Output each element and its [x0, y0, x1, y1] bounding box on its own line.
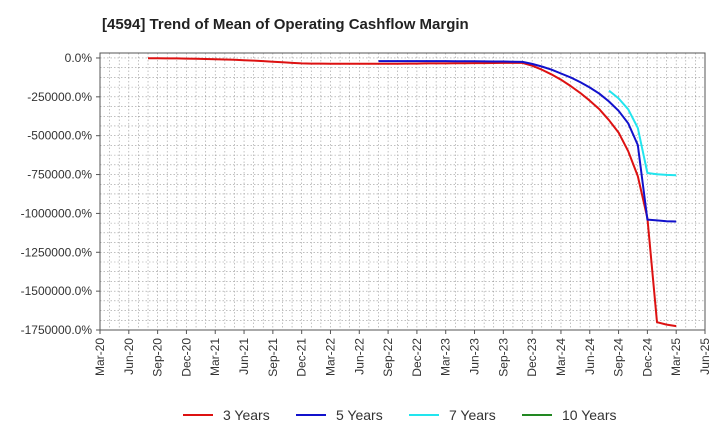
- x-tick-label: Dec-23: [525, 338, 539, 377]
- x-tick-label: Jun-20: [122, 338, 136, 375]
- legend-swatch: [522, 414, 552, 416]
- legend-item-7-years: 7 Years: [409, 404, 496, 426]
- series-line-5-years: [378, 60, 677, 223]
- x-tick-label: Mar-24: [554, 338, 568, 376]
- y-tick-label: -1750000.0%: [21, 323, 93, 337]
- y-tick-label: -1500000.0%: [21, 284, 93, 298]
- y-tick-label: -250000.0%: [27, 90, 92, 104]
- x-tick-label: Dec-22: [410, 338, 424, 377]
- y-tick-label: -500000.0%: [27, 129, 92, 143]
- plot-area: [100, 53, 705, 330]
- x-tick-label: Mar-22: [323, 338, 337, 376]
- series-line-3-years: [148, 57, 677, 328]
- x-tick-label: Sep-21: [266, 338, 280, 377]
- x-tick-label: Dec-24: [640, 338, 654, 377]
- legend-label: 10 Years: [562, 407, 617, 423]
- x-tick-label: Dec-20: [179, 338, 193, 377]
- series-line-7-years: [608, 89, 677, 177]
- x-tick-label: Sep-24: [612, 338, 626, 377]
- x-tick-label: Jun-23: [468, 338, 482, 375]
- x-tick-label: Jun-25: [698, 338, 712, 375]
- plot-frame: [99, 52, 706, 331]
- chart-legend: 3 Years 5 Years 7 Years 10 Years: [0, 404, 720, 426]
- y-tick-label: -1000000.0%: [21, 206, 93, 220]
- x-tick-label: Sep-20: [151, 338, 165, 377]
- legend-swatch: [296, 414, 326, 416]
- legend-swatch: [183, 414, 213, 416]
- legend-item-5-years: 5 Years: [296, 404, 383, 426]
- legend-label: 5 Years: [336, 407, 383, 423]
- x-tick-label: Mar-20: [93, 338, 107, 376]
- y-tick-label: -1250000.0%: [21, 245, 93, 259]
- x-tick-label: Dec-21: [295, 338, 309, 377]
- legend-label: 3 Years: [223, 407, 270, 423]
- x-tick-label: Jun-22: [352, 338, 366, 375]
- x-tick-label: Jun-21: [237, 338, 251, 375]
- legend-item-3-years: 3 Years: [183, 404, 270, 426]
- legend-swatch: [409, 414, 439, 416]
- x-tick-label: Jun-24: [583, 338, 597, 375]
- x-tick-label: Mar-21: [208, 338, 222, 376]
- legend-item-10-years: 10 Years: [522, 404, 617, 426]
- chart-title: [4594] Trend of Mean of Operating Cashfl…: [102, 16, 469, 33]
- x-tick-label: Sep-22: [381, 338, 395, 377]
- x-tick-label: Sep-23: [496, 338, 510, 377]
- y-tick-label: 0.0%: [65, 51, 93, 65]
- legend-label: 7 Years: [449, 407, 496, 423]
- x-tick-label: Mar-25: [669, 338, 683, 376]
- x-tick-label: Mar-23: [439, 338, 453, 376]
- y-tick-label: -750000.0%: [27, 168, 92, 182]
